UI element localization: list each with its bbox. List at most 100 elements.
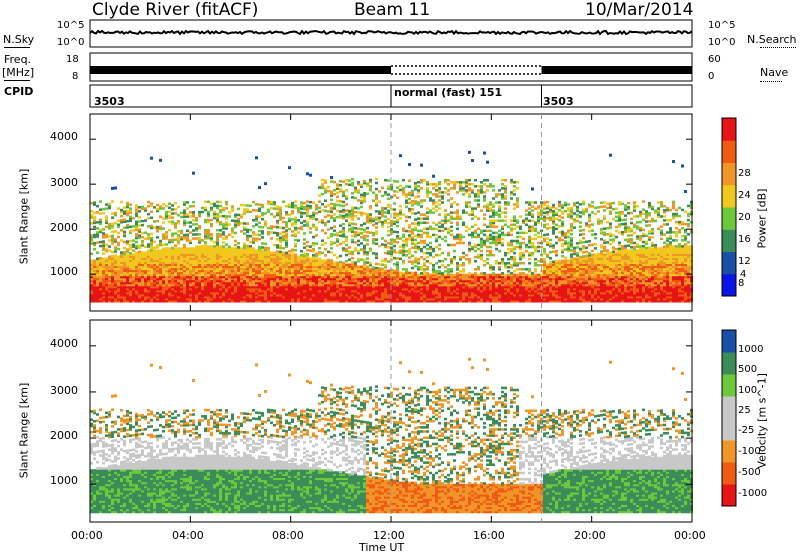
power-cell xyxy=(219,220,222,224)
power-cell xyxy=(327,291,330,295)
power-cell xyxy=(174,212,177,215)
power-cell xyxy=(387,193,390,196)
power-cell xyxy=(513,223,516,227)
power-cell xyxy=(435,209,438,212)
power-cell xyxy=(360,277,363,281)
power-cell xyxy=(456,221,459,225)
power-cell xyxy=(363,291,366,295)
power-cell xyxy=(306,252,309,256)
power-cell xyxy=(249,251,252,254)
power-cell xyxy=(222,277,225,281)
power-cell xyxy=(297,285,300,289)
power-cell xyxy=(270,251,273,254)
power-cell xyxy=(342,222,345,226)
power-cell xyxy=(243,295,246,299)
power-cell xyxy=(393,248,396,252)
power-cell xyxy=(285,255,288,258)
power-cell xyxy=(156,244,159,247)
power-cell xyxy=(390,228,393,231)
power-cell xyxy=(111,212,114,215)
power-cell xyxy=(330,247,333,250)
power-cell xyxy=(99,244,102,248)
power-cell xyxy=(510,191,513,194)
power-cell xyxy=(279,214,282,217)
power-cell xyxy=(300,215,303,219)
power-cell xyxy=(153,271,156,275)
power-cell xyxy=(192,273,195,277)
power-cell xyxy=(111,250,114,254)
power-cell xyxy=(189,239,192,242)
power-cell xyxy=(291,279,294,283)
power-cell xyxy=(249,240,252,244)
power-cell xyxy=(297,273,300,277)
power-cell xyxy=(108,289,111,293)
power-cell xyxy=(336,261,339,265)
power-cell xyxy=(357,257,360,261)
power-cell xyxy=(177,238,180,241)
power-cell xyxy=(309,295,312,299)
power-cell xyxy=(342,228,345,232)
power-cell xyxy=(465,257,468,261)
power-cell xyxy=(90,259,93,263)
power-cell xyxy=(360,297,363,301)
power-cell xyxy=(219,265,222,269)
power-cell xyxy=(363,246,366,250)
power-cell xyxy=(288,291,291,295)
power-cell xyxy=(321,283,324,287)
power-cell xyxy=(114,299,117,303)
power-cell xyxy=(123,240,126,244)
power-cell xyxy=(432,247,435,251)
power-cell xyxy=(228,281,231,285)
power-cell xyxy=(312,254,315,257)
power-cell xyxy=(189,265,192,269)
power-cell xyxy=(297,275,300,279)
power-cell xyxy=(132,239,135,242)
power-cell xyxy=(216,218,219,222)
power-cell xyxy=(345,209,348,212)
power-cell xyxy=(339,297,342,301)
power-cell xyxy=(351,218,354,221)
power-cell xyxy=(219,267,222,271)
power-cell xyxy=(102,285,105,289)
power-cell xyxy=(282,293,285,297)
power-cell xyxy=(171,265,174,269)
power-cell xyxy=(111,234,114,238)
power-cell xyxy=(174,249,177,252)
power-cell xyxy=(216,269,219,273)
power-cell xyxy=(246,275,249,279)
power-cell xyxy=(234,297,237,301)
power-cell xyxy=(267,287,270,291)
power-cell xyxy=(105,233,108,237)
power-cell xyxy=(462,255,465,259)
power-cell xyxy=(180,255,183,258)
power-cell xyxy=(297,265,300,269)
power-cell xyxy=(285,289,288,293)
power-cell xyxy=(249,247,252,250)
power-cell xyxy=(129,279,132,283)
power-cell xyxy=(246,236,249,240)
power-cell xyxy=(297,297,300,301)
power-cell xyxy=(228,249,231,252)
power-cell xyxy=(105,247,108,251)
power-cell xyxy=(207,283,210,287)
power-cell xyxy=(207,218,210,222)
power-cell xyxy=(456,233,459,237)
power-cell xyxy=(348,273,351,277)
power-cell xyxy=(264,295,267,299)
power-cell xyxy=(489,249,492,253)
power-cell xyxy=(141,297,144,301)
power-cell xyxy=(189,241,192,245)
power-cell xyxy=(183,209,186,212)
power-cell xyxy=(147,253,150,256)
power-cell xyxy=(441,251,444,255)
power-cell xyxy=(228,265,231,269)
power-cell xyxy=(261,255,264,258)
power-cell xyxy=(300,293,303,297)
power-cell xyxy=(339,269,342,273)
power-cell xyxy=(261,279,264,283)
power-cell xyxy=(192,271,195,275)
power-cell xyxy=(324,205,327,209)
power-cell xyxy=(210,239,213,242)
power-cell xyxy=(186,265,189,269)
power-cell xyxy=(495,201,498,204)
